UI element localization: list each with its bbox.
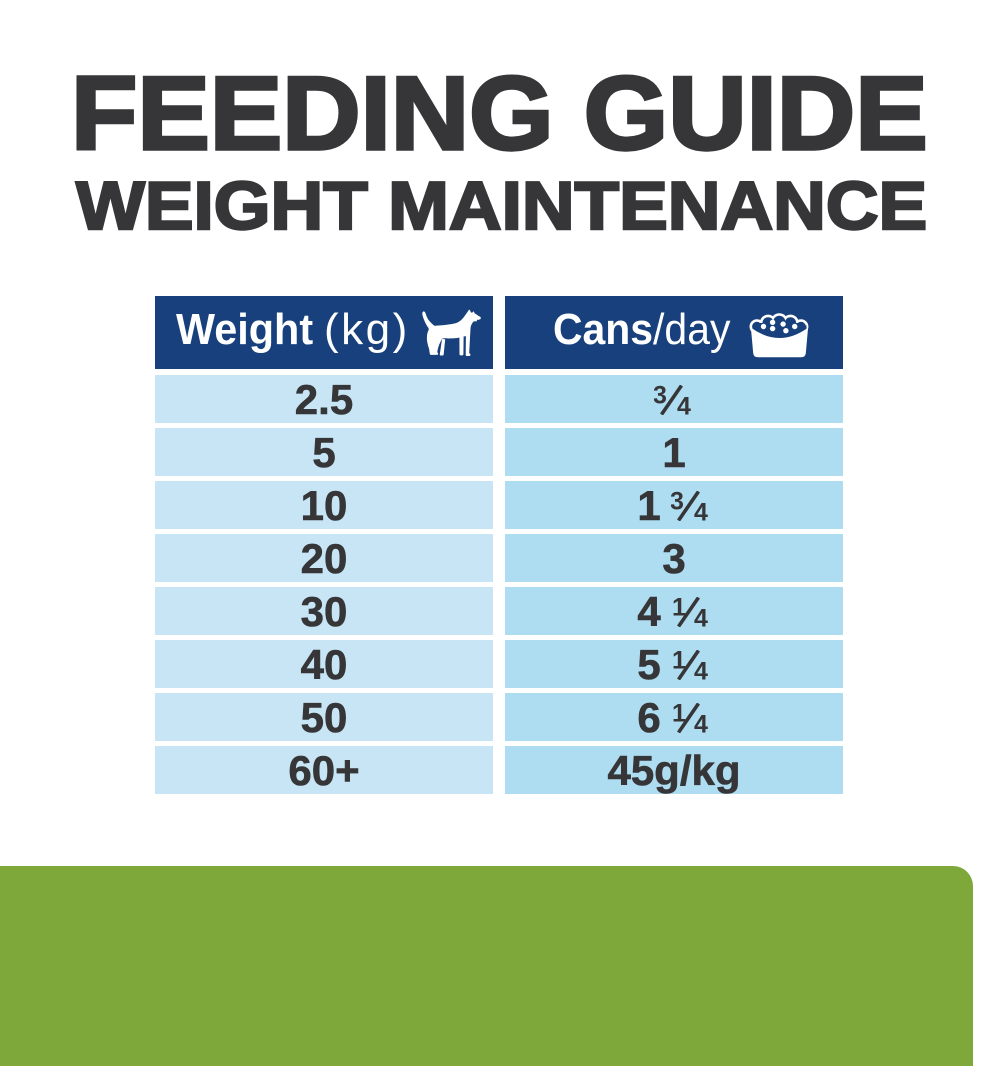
svg-text:4: 4 bbox=[694, 711, 708, 734]
svg-text:4: 4 bbox=[694, 499, 708, 522]
svg-text:3: 3 bbox=[654, 385, 667, 410]
svg-text:1: 1 bbox=[672, 650, 686, 675]
svg-text:1: 1 bbox=[672, 597, 686, 622]
svg-text:4: 4 bbox=[694, 605, 708, 628]
svg-text:1: 1 bbox=[672, 703, 686, 728]
svg-text:4: 4 bbox=[677, 393, 691, 416]
svg-text:3: 3 bbox=[671, 491, 684, 516]
svg-text:4: 4 bbox=[694, 658, 708, 681]
